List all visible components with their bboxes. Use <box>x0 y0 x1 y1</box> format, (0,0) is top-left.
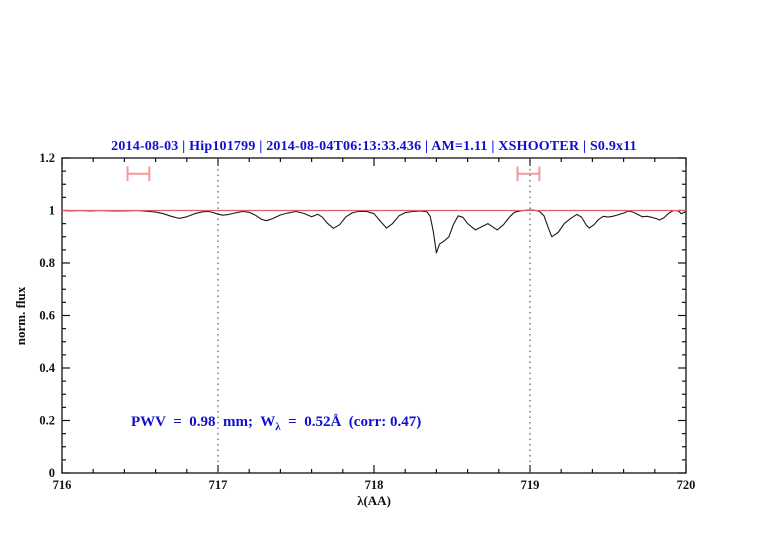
y-tick-label: 0.8 <box>39 256 55 270</box>
y-axis-label: norm. flux <box>13 286 28 345</box>
y-tick-label: 1 <box>49 204 55 218</box>
y-tick-label: 0.2 <box>39 414 55 428</box>
plot-title: 2014-08-03 | Hip101799 | 2014-08-04T06:1… <box>111 139 637 154</box>
pwv-annotation-subscript: λ <box>275 421 281 433</box>
pwv-annotation-pre: PWV = 0.98 mm; W <box>131 414 275 430</box>
x-tick-label: 718 <box>365 478 384 492</box>
x-tick-label: 716 <box>53 478 72 492</box>
spectrum-line <box>61 209 687 254</box>
y-tick-label: 0.4 <box>39 361 55 375</box>
pwv-annotation-post: = 0.52Å (corr: 0.47) <box>281 414 422 430</box>
y-tick-label: 1.2 <box>39 151 55 165</box>
x-tick-label: 719 <box>521 478 540 492</box>
y-tick-label: 0.6 <box>39 309 55 323</box>
pwv-annotation: PWV = 0.98 mm; Wλ = 0.52Å (corr: 0.47) <box>131 414 421 433</box>
plot-frame <box>61 157 687 474</box>
x-tick-label: 720 <box>677 478 696 492</box>
y-tick-label: 0 <box>49 466 55 480</box>
x-tick-label: 717 <box>209 478 228 492</box>
x-axis-label: λ(AA) <box>357 493 391 508</box>
